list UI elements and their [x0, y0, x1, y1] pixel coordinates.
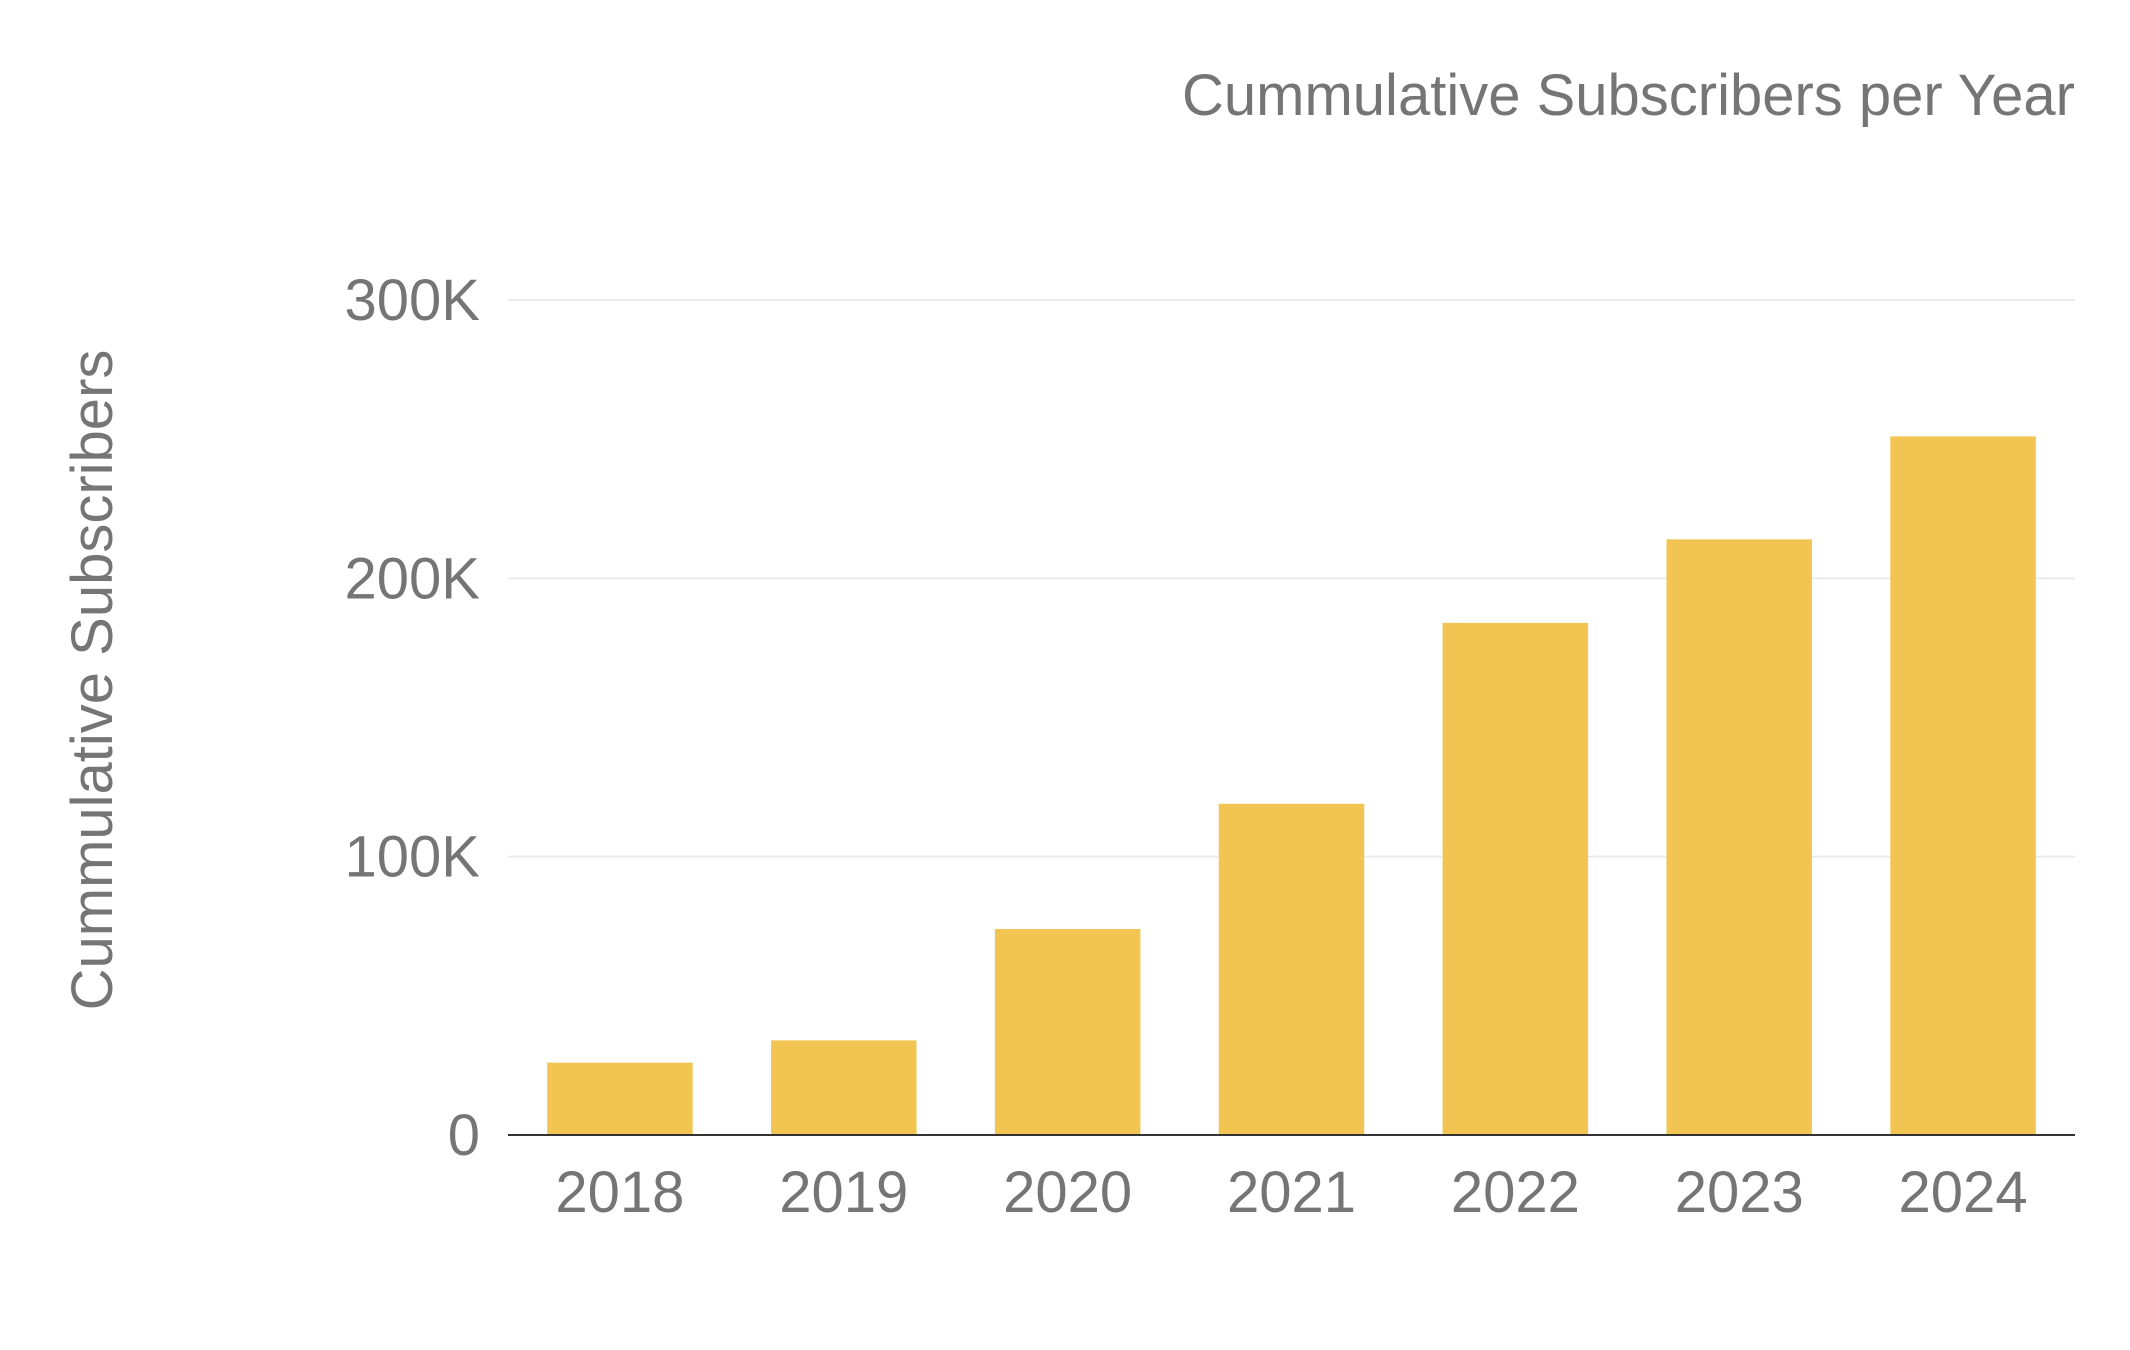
bar-2020	[994, 929, 1141, 1135]
gridlines	[508, 299, 2075, 858]
x-tick-label: 2020	[1003, 1160, 1132, 1225]
y-tick-label: 100K	[345, 825, 481, 890]
x-tick-labels: 2018 2019 2020 2021 2022 2023 2024	[555, 1160, 2027, 1225]
bar-2019	[771, 1040, 917, 1135]
y-tick-label: 0	[448, 1103, 480, 1168]
x-tick-label: 2024	[1899, 1160, 2028, 1225]
bar-2023	[1666, 539, 1812, 1135]
y-axis-label: Cummulative Subscribers	[60, 350, 125, 1011]
x-tick-label: 2021	[1227, 1160, 1356, 1225]
bar-2022	[1442, 622, 1589, 1135]
bar-2018	[547, 1062, 693, 1135]
bar-2024	[1890, 436, 2036, 1136]
y-tick-label: 300K	[345, 268, 481, 333]
x-tick-label: 2019	[779, 1160, 908, 1225]
x-tick-label: 2018	[555, 1160, 684, 1225]
bar-2021	[1218, 803, 1365, 1135]
y-tick-labels: 0 100K 200K 300K	[345, 268, 481, 1168]
x-tick-label: 2022	[1451, 1160, 1580, 1225]
x-tick-label: 2023	[1675, 1160, 1804, 1225]
bars	[547, 436, 2036, 1136]
y-tick-label: 200K	[345, 546, 481, 611]
chart-title: Cummulative Subscribers per Year	[1182, 63, 2075, 128]
